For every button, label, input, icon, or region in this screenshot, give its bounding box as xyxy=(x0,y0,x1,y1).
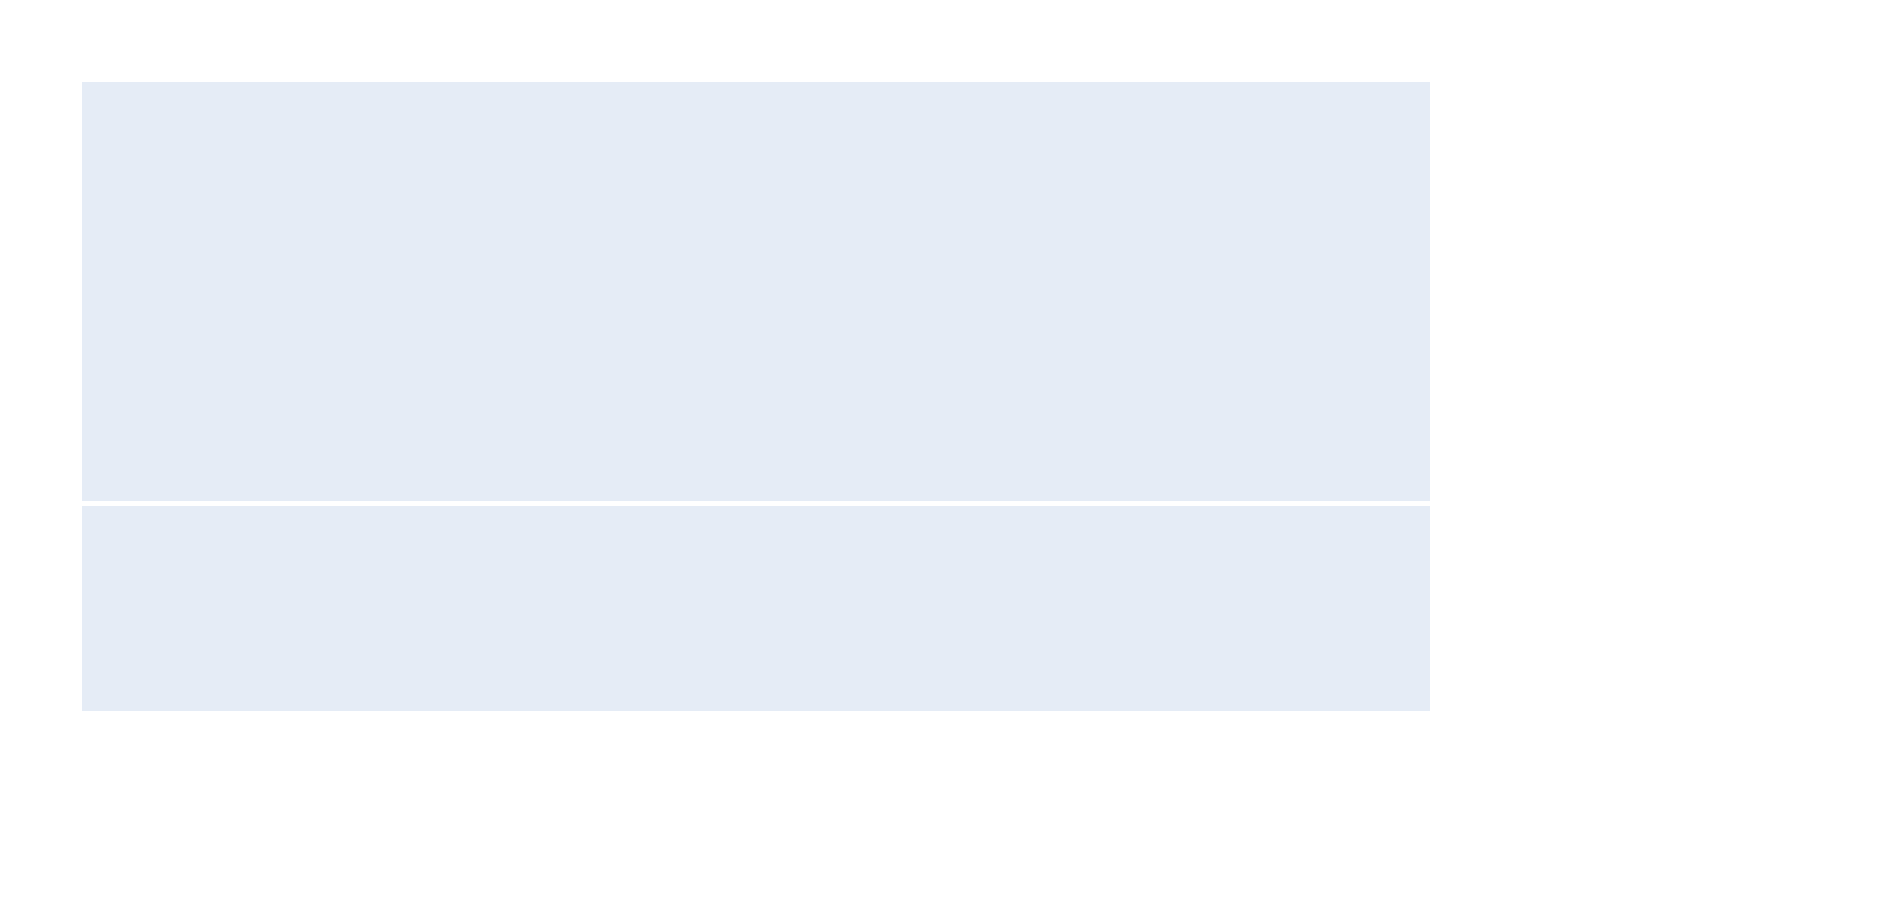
volume-plot-svg xyxy=(82,506,1430,616)
price-panel xyxy=(82,82,1430,501)
price-plot-svg xyxy=(82,82,1430,501)
other-plot-svg xyxy=(82,612,1430,711)
other-panel xyxy=(82,612,1430,711)
volume-panel xyxy=(82,506,1430,616)
